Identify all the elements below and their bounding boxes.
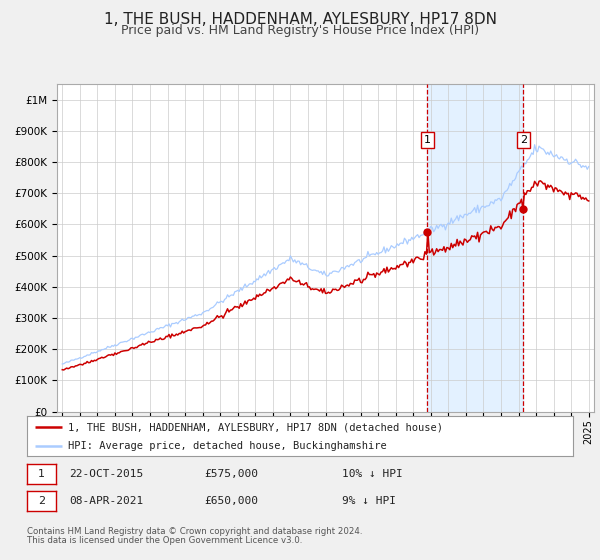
Text: £650,000: £650,000	[204, 496, 258, 506]
Text: This data is licensed under the Open Government Licence v3.0.: This data is licensed under the Open Gov…	[27, 536, 302, 545]
Text: £575,000: £575,000	[204, 469, 258, 479]
Text: 9% ↓ HPI: 9% ↓ HPI	[342, 496, 396, 506]
Text: 1, THE BUSH, HADDENHAM, AYLESBURY, HP17 8DN: 1, THE BUSH, HADDENHAM, AYLESBURY, HP17 …	[104, 12, 497, 27]
Text: 10% ↓ HPI: 10% ↓ HPI	[342, 469, 403, 479]
Text: 22-OCT-2015: 22-OCT-2015	[69, 469, 143, 479]
Text: 2: 2	[38, 496, 45, 506]
Text: Contains HM Land Registry data © Crown copyright and database right 2024.: Contains HM Land Registry data © Crown c…	[27, 528, 362, 536]
Text: 08-APR-2021: 08-APR-2021	[69, 496, 143, 506]
Text: HPI: Average price, detached house, Buckinghamshire: HPI: Average price, detached house, Buck…	[68, 441, 387, 451]
Text: 1: 1	[38, 469, 45, 479]
Text: 1: 1	[424, 135, 431, 145]
Text: 1, THE BUSH, HADDENHAM, AYLESBURY, HP17 8DN (detached house): 1, THE BUSH, HADDENHAM, AYLESBURY, HP17 …	[68, 422, 443, 432]
Text: Price paid vs. HM Land Registry's House Price Index (HPI): Price paid vs. HM Land Registry's House …	[121, 24, 479, 36]
Text: 2: 2	[520, 135, 527, 145]
Bar	[427, 84, 523, 412]
